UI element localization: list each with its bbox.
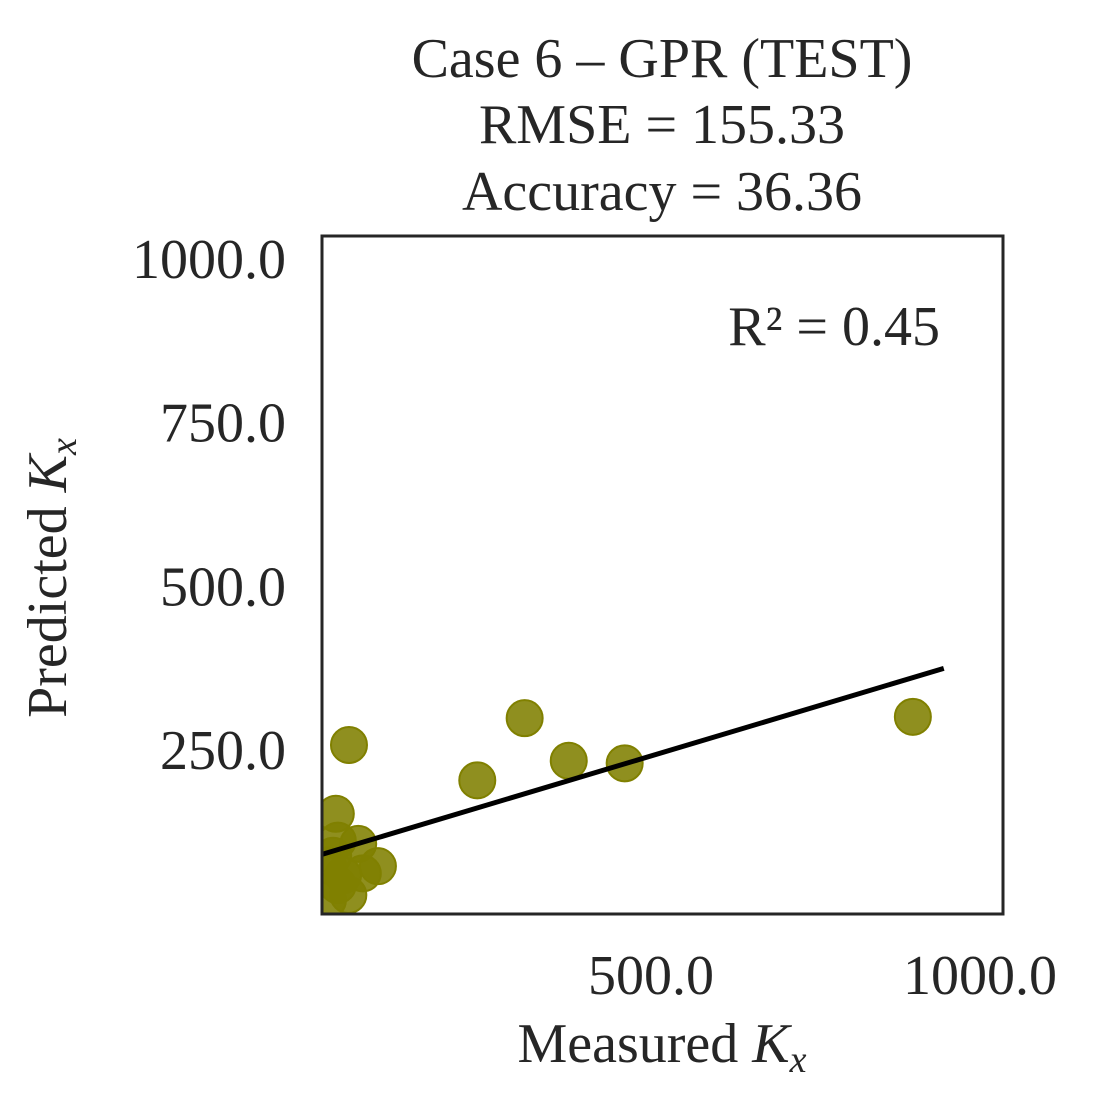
plot-frame	[320, 234, 1005, 916]
y-tick-label: 250.0	[160, 720, 286, 782]
y-axis-label-text: Predicted	[17, 506, 79, 717]
axis-symbol: K	[17, 452, 79, 493]
y-axis-label: Predicted Kx	[17, 438, 85, 718]
y-tick-label: 750.0	[160, 393, 286, 455]
fit-line	[321, 665, 945, 857]
point	[322, 881, 347, 914]
chart-title: Case 6 – GPR (TEST)	[412, 28, 913, 90]
y-tick-label: 1000.0	[132, 229, 286, 291]
annotation: R² = 0.45	[728, 296, 940, 358]
chart-title: Accuracy = 36.36	[462, 161, 862, 223]
x-tick-label: 500.0	[588, 945, 714, 1007]
axis-subscript: x	[43, 438, 85, 456]
y-tick-label: 500.0	[160, 556, 286, 618]
x-axis-label: Measured Kx	[517, 1013, 806, 1081]
point	[329, 725, 368, 764]
chart-title: RMSE = 155.33	[479, 94, 845, 156]
axis-subscript: x	[789, 1039, 807, 1081]
point	[893, 697, 932, 736]
x-axis-label-text: Measured	[517, 1013, 738, 1075]
point	[549, 741, 588, 780]
axis-symbol: K	[751, 1013, 792, 1075]
point	[458, 761, 497, 800]
x-tick-label: 1000.0	[903, 945, 1057, 1007]
point	[505, 699, 544, 738]
